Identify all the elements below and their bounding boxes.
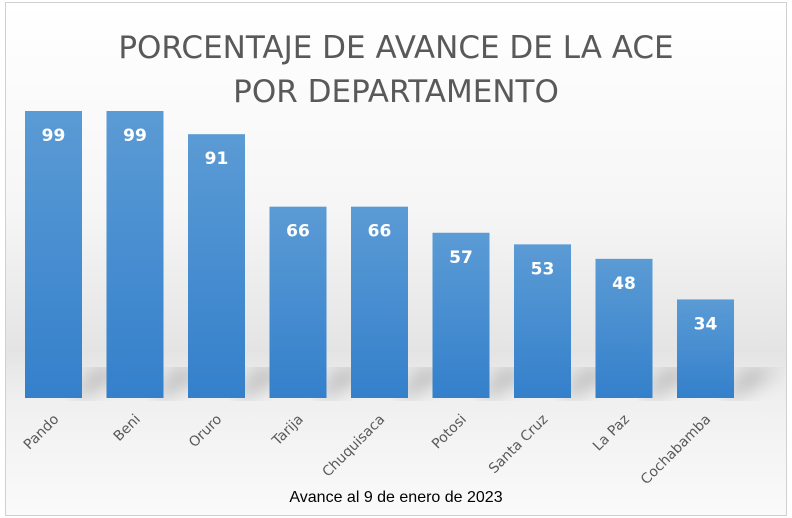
data-label: 99 xyxy=(123,126,147,146)
bar-shadow xyxy=(724,370,779,398)
bar-chuquisaca xyxy=(351,206,408,398)
x-tick-label: Santa Cruz xyxy=(486,412,551,477)
data-label: 66 xyxy=(286,222,310,242)
x-tick-label: Chuquisaca xyxy=(320,412,389,481)
data-label: 57 xyxy=(449,248,473,268)
bar-santa-cruz xyxy=(514,244,571,398)
chart-title-line-2: POR DEPARTAMENTO xyxy=(233,74,559,110)
x-tick-label: Potosi xyxy=(429,412,470,453)
chart-subtitle: Avance al 9 de enero de 2023 xyxy=(289,489,503,506)
x-tick-label: Cochabamba xyxy=(638,412,714,488)
x-tick-label: Oruro xyxy=(186,412,225,451)
data-label: 53 xyxy=(531,259,555,279)
data-label: 91 xyxy=(205,149,229,169)
chart-title-line-1: PORCENTAJE DE AVANCE DE LA ACE xyxy=(118,30,674,66)
x-tick-label: La Paz xyxy=(590,412,633,455)
bar-tarija xyxy=(269,206,327,398)
chart-title: PORCENTAJE DE AVANCE DE LA ACE POR DEPAR… xyxy=(0,26,792,114)
bar-beni xyxy=(106,111,164,398)
bar-oruro xyxy=(188,134,245,398)
bar-cochabamba xyxy=(677,299,734,398)
x-tick-label: Tarija xyxy=(269,412,307,450)
data-label: 34 xyxy=(694,314,718,334)
x-tick-label: Pando xyxy=(21,412,63,454)
bar-pando xyxy=(25,111,82,398)
data-label: 99 xyxy=(42,126,66,146)
bar-potosi xyxy=(432,232,490,398)
bar-la-paz xyxy=(595,258,653,398)
x-tick-label: Beni xyxy=(111,412,144,445)
data-label: 48 xyxy=(612,274,636,294)
data-label: 66 xyxy=(368,222,392,242)
